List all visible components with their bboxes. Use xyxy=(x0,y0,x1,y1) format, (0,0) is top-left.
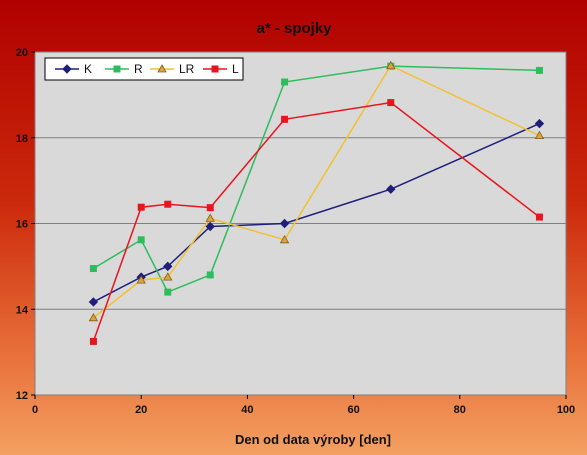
legend-marker xyxy=(113,65,121,73)
data-point-l xyxy=(387,99,395,107)
legend-item-r: R xyxy=(105,62,143,76)
data-point-lr xyxy=(163,272,173,281)
x-tick-label: 100 xyxy=(557,404,575,416)
data-point-l xyxy=(535,213,543,221)
data-point-lr xyxy=(136,275,146,284)
gridlines xyxy=(35,137,566,310)
data-point-k xyxy=(279,218,290,229)
x-tick-label: 40 xyxy=(241,404,253,416)
legend-label: L xyxy=(232,62,239,76)
data-point-l xyxy=(164,200,172,208)
chart-title: a* - spojky xyxy=(256,20,332,37)
y-tick-label: 18 xyxy=(16,133,28,145)
x-tick-label: 60 xyxy=(347,404,359,416)
series-group xyxy=(88,60,545,345)
data-point-r xyxy=(535,66,543,74)
x-tick-label: 80 xyxy=(454,404,466,416)
data-point-k xyxy=(88,297,99,307)
data-point-l xyxy=(89,337,97,345)
data-point-lr xyxy=(534,130,545,140)
y-tick-label: 12 xyxy=(16,390,28,402)
y-axis-ticks: 12 14 16 18 20 xyxy=(16,47,35,402)
x-axis-ticks: 0 20 40 60 80 100 xyxy=(32,395,575,416)
x-tick-label: 20 xyxy=(135,404,147,416)
series-k xyxy=(88,118,545,307)
data-point-l xyxy=(281,115,289,123)
legend-box xyxy=(44,57,244,81)
x-axis-title: Den od data výroby [den] xyxy=(235,432,391,447)
data-point-lr xyxy=(279,234,290,244)
legend-item-lr: LR xyxy=(150,62,195,76)
data-point-lr xyxy=(88,313,99,322)
data-point-k xyxy=(163,261,173,272)
legend-marker xyxy=(62,64,72,74)
legend-label: LR xyxy=(179,62,195,76)
y-tick-label: 20 xyxy=(16,47,28,59)
legend-marker xyxy=(157,64,167,73)
legend-label: R xyxy=(134,62,143,76)
data-point-lr xyxy=(205,213,215,222)
data-point-k xyxy=(205,221,215,232)
legend-item-l: L xyxy=(203,62,239,76)
data-point-r xyxy=(89,265,97,273)
x-tick-label: 0 xyxy=(32,404,38,416)
data-point-k xyxy=(386,184,396,194)
data-point-l xyxy=(137,203,145,211)
y-tick-label: 16 xyxy=(16,219,28,231)
legend-item-k: K xyxy=(55,62,92,76)
series-l xyxy=(89,99,543,345)
data-point-l xyxy=(206,204,214,212)
data-point-k xyxy=(534,118,545,129)
legend-label: K xyxy=(84,62,92,76)
data-point-r xyxy=(206,271,214,279)
legend-marker xyxy=(211,65,219,73)
data-point-r xyxy=(137,236,145,244)
data-point-r xyxy=(281,78,289,86)
y-tick-label: 14 xyxy=(16,304,29,316)
data-point-r xyxy=(164,288,172,296)
series-lr xyxy=(88,60,545,322)
data-point-lr xyxy=(386,60,396,70)
legend: K R LR L xyxy=(44,57,244,81)
